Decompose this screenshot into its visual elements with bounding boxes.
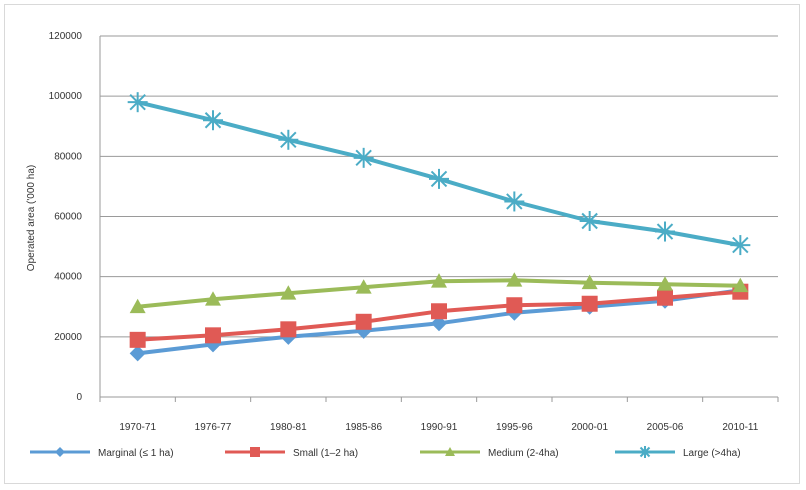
data-point: [506, 272, 523, 287]
data-point: [353, 147, 374, 168]
x-tick-label: 1995-96: [496, 422, 533, 433]
data-point: [127, 92, 148, 113]
legend-item: Small (1–2 ha): [225, 447, 358, 459]
data-point: [579, 211, 600, 232]
data-point: [431, 273, 447, 288]
series-2: [129, 272, 749, 314]
y-tick-label: 60000: [54, 212, 82, 223]
data-point: [355, 279, 372, 294]
data-point: [205, 291, 221, 306]
legend-label: Small (1–2 ha): [293, 448, 358, 459]
y-tick-label: 20000: [54, 332, 82, 343]
series-layer: [127, 92, 751, 362]
axes: 0 20000 40000 60000 80000 100000 120000 1970-71…: [49, 31, 779, 433]
data-point: [657, 289, 673, 306]
data-point: [205, 327, 221, 344]
data-point: [278, 129, 299, 150]
data-point: [280, 285, 297, 300]
x-tick-label: 1985-86: [345, 422, 382, 433]
x-tick-label: 1976-77: [195, 422, 232, 433]
data-point: [506, 297, 523, 314]
x-tick-label: 2005-06: [647, 422, 684, 433]
series-0: [129, 282, 749, 362]
x-tick-label: 1980-81: [270, 422, 307, 433]
data-point: [250, 447, 260, 457]
data-point: [129, 298, 146, 314]
x-tick-label: 1990-91: [421, 422, 458, 433]
data-point: [639, 446, 651, 458]
data-point: [429, 168, 449, 189]
legend-item: Medium (2-4ha): [420, 447, 559, 459]
y-axis-title: Operated area ('000 ha): [26, 165, 37, 271]
chart-frame: [4, 4, 800, 484]
data-point: [431, 303, 447, 320]
legend-item: Marginal (≤ 1 ha): [30, 447, 174, 459]
data-point: [581, 274, 598, 290]
data-point: [504, 191, 525, 212]
y-tick-label: 80000: [54, 151, 82, 162]
data-point: [655, 221, 675, 242]
y-tick-label: 0: [76, 392, 82, 403]
y-tick-label: 40000: [54, 272, 82, 283]
legend-label: Large (>4ha): [683, 448, 741, 459]
legend: Marginal (≤ 1 ha) Small (1–2 ha) Medium (2…: [30, 446, 741, 459]
data-point: [581, 295, 598, 312]
data-point: [730, 235, 751, 256]
data-point: [657, 276, 673, 291]
data-point: [355, 313, 372, 330]
legend-item: Large (>4ha): [615, 446, 741, 459]
data-point: [445, 447, 455, 456]
data-point: [203, 110, 223, 131]
series-3: [127, 92, 751, 256]
x-tick-label: 2000-01: [571, 422, 608, 433]
series-1: [129, 283, 749, 348]
data-point: [129, 331, 146, 348]
data-point: [129, 345, 146, 362]
data-point: [732, 277, 749, 293]
data-point: [280, 321, 297, 338]
legend-label: Medium (2-4ha): [488, 448, 559, 459]
legend-label: Marginal (≤ 1 ha): [98, 448, 174, 459]
y-tick-label: 100000: [49, 91, 83, 102]
y-tick-label: 120000: [49, 31, 83, 42]
data-point: [55, 447, 65, 457]
x-tick-label: 1970-71: [119, 422, 156, 433]
x-tick-label: 2010-11: [722, 422, 758, 433]
data-point: [431, 315, 447, 332]
